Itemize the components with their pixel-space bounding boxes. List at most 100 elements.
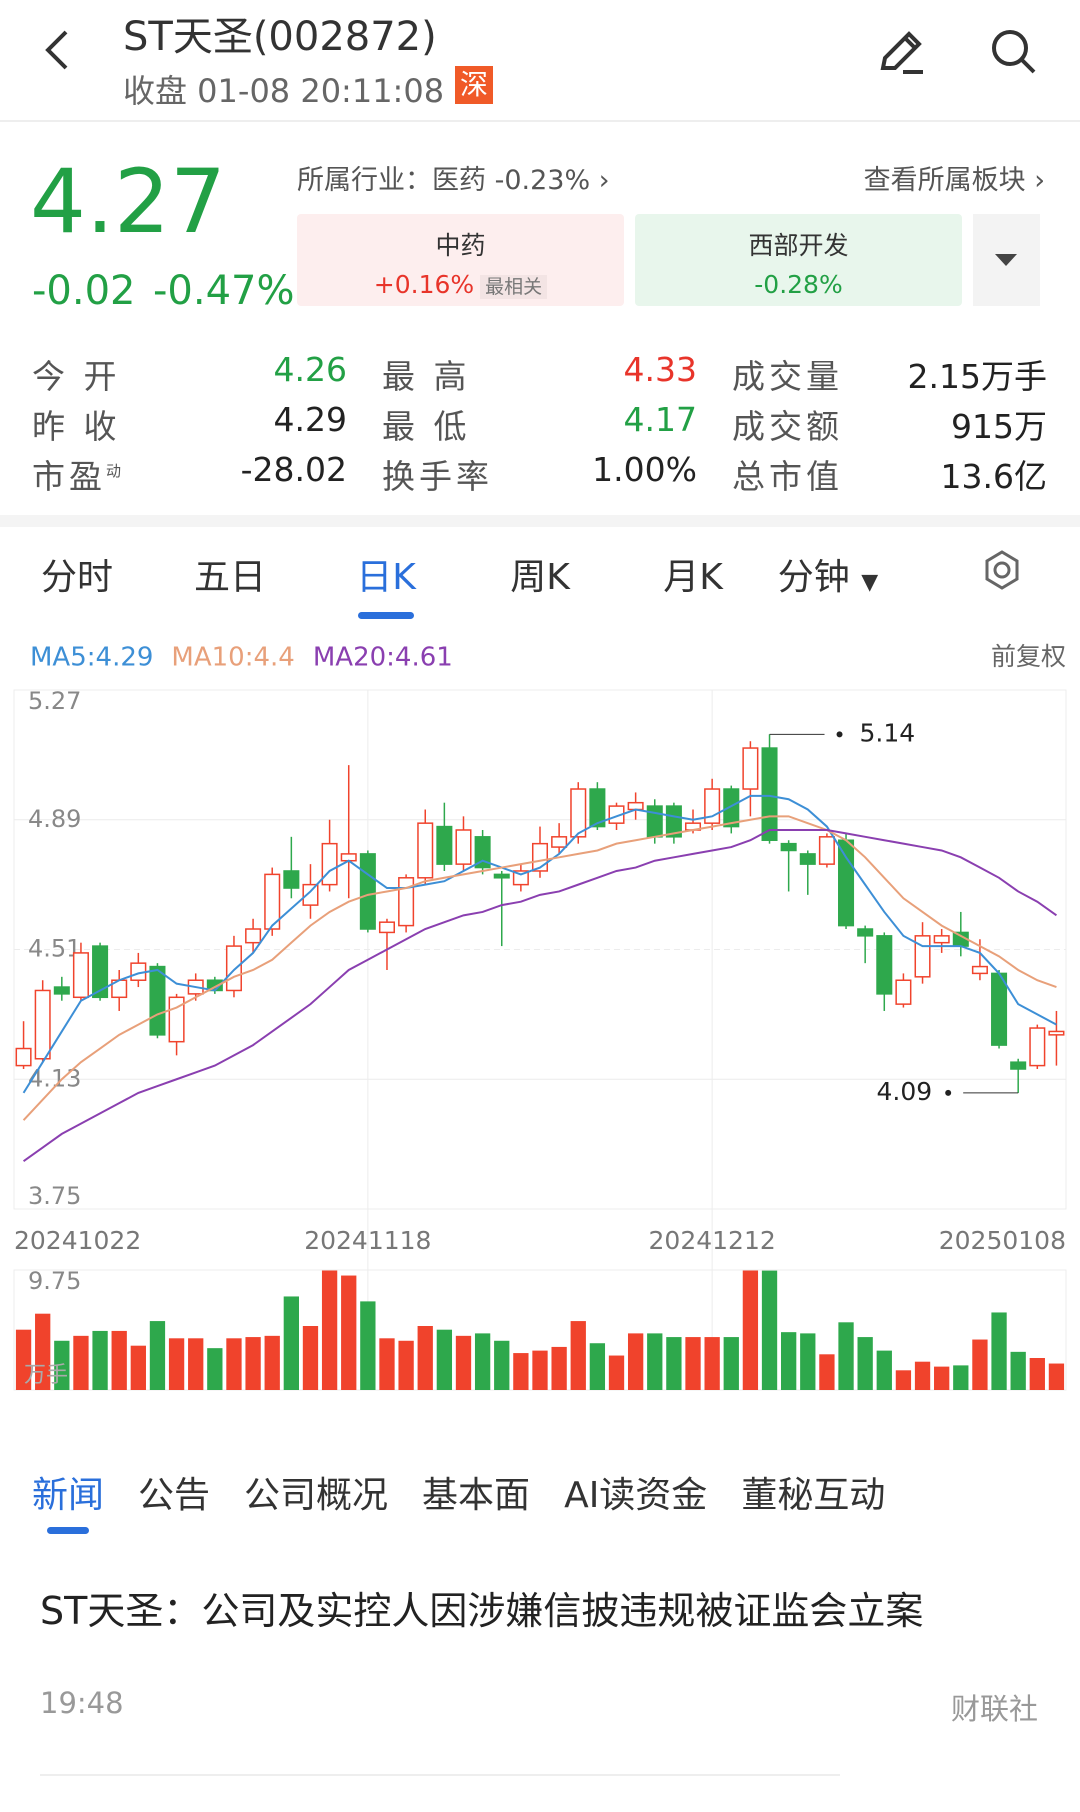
volume-bar [1048, 1363, 1065, 1390]
volume-bar [876, 1350, 892, 1390]
news-tab[interactable]: 新闻 [32, 1475, 105, 1516]
ma-line [22, 794, 1057, 1094]
candle-body [359, 853, 376, 930]
news-title[interactable]: ST天圣：公司及实控人因涉嫌信披违规被证监会立案 [40, 1589, 924, 1633]
y-tick-label: 3.75 [28, 1182, 81, 1210]
volume-bar [130, 1345, 146, 1390]
volume-bar [264, 1335, 280, 1390]
candle-body [818, 836, 835, 865]
volume-bar [532, 1350, 548, 1390]
search-button[interactable] [988, 26, 1040, 78]
volume-bar [360, 1301, 376, 1390]
stat-value: 2.15万手 [907, 357, 1047, 396]
volume-bar [800, 1333, 816, 1390]
volume-bar [991, 1312, 1007, 1390]
volume-bar [398, 1340, 414, 1390]
sector-change: +0.16% [373, 270, 475, 299]
divider [0, 120, 1080, 122]
industry[interactable]: 所属行业：医药 -0.23% › [297, 165, 610, 196]
volume-bar [895, 1370, 912, 1390]
volume-bar [15, 1329, 32, 1390]
sector-card[interactable]: 中药 +0.16% 最相关 [297, 214, 624, 306]
volume-bar [54, 1340, 70, 1390]
price: 4.27 [30, 150, 226, 253]
candle-body [455, 829, 472, 865]
y-tick-label: 4.89 [28, 805, 81, 833]
candle-body [742, 747, 759, 790]
chart-tab[interactable]: 月K [663, 557, 723, 598]
candle-body [589, 788, 606, 828]
candle-body [302, 883, 319, 906]
stat-label: 今 开 [32, 357, 121, 396]
volume-bar [73, 1335, 89, 1390]
industry-text: 所属行业：医药 -0.23% [297, 165, 591, 196]
sector-change: -0.28% [754, 270, 843, 299]
stat-value: 4.29 [273, 400, 347, 439]
edit-button[interactable] [875, 26, 927, 78]
chart-tab[interactable]: 日K [356, 557, 416, 598]
ma-line [22, 828, 1058, 1163]
volume-bar [647, 1333, 663, 1390]
candle-body [264, 873, 281, 930]
chart-tab[interactable]: 分时 [40, 557, 114, 598]
candle-body [474, 836, 491, 869]
volume-bar [417, 1326, 433, 1390]
stat-label-sup: 动 [106, 462, 126, 480]
candle-body [245, 928, 262, 944]
board-link[interactable]: 查看所属板块 › [863, 165, 1045, 196]
volume-bar [111, 1330, 127, 1390]
candle-body [761, 747, 778, 841]
volume-bar [513, 1353, 529, 1390]
sector-name: 中药 [435, 231, 486, 260]
candle-body [991, 972, 1008, 1046]
candle-body [493, 873, 510, 879]
volume-bar [761, 1270, 778, 1390]
news-tab[interactable]: 公告 [138, 1475, 211, 1516]
chart-tab[interactable]: 五日 [193, 557, 267, 598]
adjust-label: 前复权 [991, 642, 1066, 671]
candle-body [570, 788, 587, 838]
stat-label: 最 低 [382, 407, 471, 446]
news-tab[interactable]: 董秘互动 [741, 1475, 886, 1516]
volume-bar [666, 1337, 682, 1390]
volume-unit: 万手 [24, 1363, 68, 1388]
x-tick-label: 20241118 [304, 1226, 431, 1255]
stat-value: 4.17 [623, 400, 697, 439]
chart-tab[interactable]: 分钟 ▼ [777, 557, 879, 598]
stat-label: 成交量 [732, 357, 843, 396]
min-label: 4.09 [877, 1077, 933, 1106]
market-status: 收盘 01-08 20:11:08 [123, 72, 445, 110]
legend-entry: MA20:4.61 [313, 643, 453, 673]
candle-body [283, 870, 300, 889]
x-tick-label: 20250108 [939, 1226, 1066, 1255]
candle-body [780, 842, 797, 852]
candle-body [15, 1047, 32, 1067]
news-tab[interactable]: AI读资金 [564, 1475, 708, 1516]
news-tab[interactable]: 公司概况 [244, 1475, 389, 1516]
volume-bar [302, 1326, 319, 1390]
active-tab-indicator [358, 612, 414, 619]
volume-bar [551, 1346, 567, 1390]
sector-card[interactable]: 西部开发 -0.28% [635, 214, 962, 306]
chart-settings[interactable] [980, 548, 1024, 592]
candle-body [1029, 1027, 1046, 1067]
candle-body [857, 928, 874, 937]
stat-value: -28.02 [240, 450, 347, 489]
candle-body [417, 822, 434, 879]
back-button[interactable] [40, 28, 76, 72]
active-news-tab-indicator [47, 1527, 89, 1534]
stat-label: 换手率 [382, 457, 493, 496]
news-tab[interactable]: 基本面 [422, 1475, 531, 1516]
volume-bar [245, 1337, 261, 1390]
stat-value: 1.00% [592, 450, 697, 489]
chart-tab[interactable]: 周K [510, 557, 570, 598]
volume-bar [168, 1338, 185, 1390]
stat-label: 最 高 [382, 357, 471, 396]
stat-value: 915万 [951, 407, 1047, 446]
sector-more[interactable] [973, 214, 1040, 306]
candle-body [876, 935, 893, 995]
dropdown-icon [995, 254, 1017, 266]
y-tick-label: 5.27 [28, 687, 81, 715]
candle-body [1010, 1061, 1027, 1070]
candle-body [512, 870, 529, 886]
